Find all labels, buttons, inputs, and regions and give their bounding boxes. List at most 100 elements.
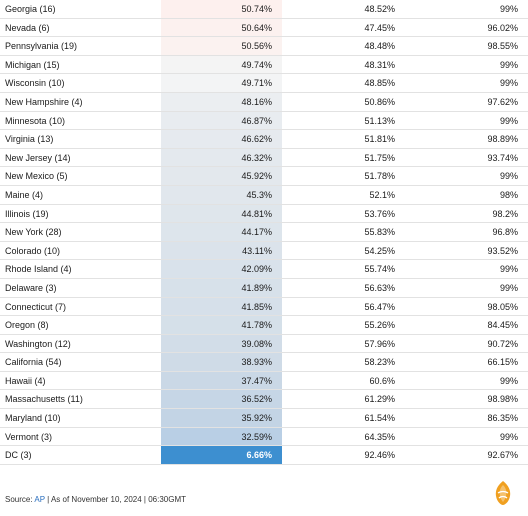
state-name: New Jersey (14) — [5, 152, 71, 163]
table-row: Wisconsin (10) 49.71% 48.85% 99% — [0, 74, 528, 93]
reporting-cell: 96.02% — [487, 22, 518, 33]
table-row: Oregon (8) 41.78% 55.26% 84.45% — [0, 316, 528, 335]
vote-share-cell-2: 47.45% — [364, 22, 395, 33]
reporting-cell: 92.67% — [487, 450, 518, 461]
table-row: Virginia (13) 46.62% 51.81% 98.89% — [0, 130, 528, 149]
vote-share-cell-2: 52.1% — [369, 189, 395, 200]
vote-share-cell: 44.17% — [161, 223, 282, 241]
source-footer: Source: AP | As of November 10, 2024 | 0… — [5, 495, 186, 504]
reporting-cell: 98.55% — [487, 41, 518, 52]
state-name: New Hampshire (4) — [5, 96, 83, 107]
vote-share-cell-2: 51.78% — [364, 171, 395, 182]
source-label: Source: — [5, 495, 35, 504]
vote-share-cell: 38.93% — [161, 353, 282, 371]
reporting-cell: 99% — [499, 115, 518, 126]
state-name: Connecticut (7) — [5, 301, 67, 312]
vote-share-cell-2: 48.52% — [364, 4, 395, 14]
state-name: Illinois (19) — [5, 208, 49, 219]
state-name: Georgia (16) — [5, 4, 56, 14]
table-row: Vermont (3) 32.59% 64.35% 99% — [0, 427, 528, 447]
table-row: Pennsylvania (19) 50.56% 48.48% 98.55% — [0, 37, 528, 56]
vote-share-cell-2: 61.29% — [364, 394, 395, 405]
vote-share-cell: 41.85% — [161, 297, 282, 316]
vote-share-cell-2: 51.75% — [364, 152, 395, 163]
table-row: Maryland (10) 35.92% 61.54% 86.35% — [0, 409, 528, 428]
vote-share-cell: 42.09% — [161, 260, 282, 278]
table-row: Michigan (15) 49.74% 48.31% 99% — [0, 55, 528, 75]
vote-share-cell: 49.71% — [161, 74, 282, 92]
reporting-cell: 93.52% — [487, 245, 518, 256]
vote-share-cell-2: 48.85% — [364, 78, 395, 89]
table-row: Minnesota (10) 46.87% 51.13% 99% — [0, 111, 528, 131]
state-name: Rhode Island (4) — [5, 264, 72, 275]
reporting-cell: 98.05% — [487, 301, 518, 312]
vote-share-cell-2: 56.47% — [364, 301, 395, 312]
state-name: Minnesota (10) — [5, 115, 66, 126]
vote-share-cell-2: 50.86% — [364, 96, 395, 107]
table-row: Nevada (6) 50.64% 47.45% 96.02% — [0, 18, 528, 38]
table-row: DC (3) 6.66% 92.46% 92.67% — [0, 446, 528, 465]
vote-share-cell: 35.92% — [161, 409, 282, 427]
vote-share-cell: 43.11% — [161, 241, 282, 260]
vote-share-cell: 41.78% — [161, 316, 282, 334]
vote-share-cell: 32.59% — [161, 427, 282, 446]
reporting-cell: 98.98% — [487, 394, 518, 405]
al-jazeera-logo-icon — [495, 481, 511, 505]
state-name: Virginia (13) — [5, 134, 54, 145]
reporting-cell: 98.89% — [487, 134, 518, 145]
table-row: Georgia (16) 50.74% 48.52% 99% — [0, 0, 528, 19]
reporting-cell: 99% — [499, 4, 518, 14]
table-row: Delaware (3) 41.89% 56.63% 99% — [0, 278, 528, 298]
vote-share-cell: 48.16% — [161, 92, 282, 111]
results-table: Georgia (16) 50.74% 48.52% 99% Nevada (6) 50.… — [0, 0, 528, 465]
state-name: Delaware (3) — [5, 282, 57, 293]
reporting-cell: 98.2% — [492, 208, 518, 219]
state-name: Michigan (15) — [5, 59, 60, 70]
vote-share-cell-2: 48.31% — [364, 59, 395, 70]
table-row: Connecticut (7) 41.85% 56.47% 98.05% — [0, 297, 528, 317]
reporting-cell: 98% — [499, 189, 518, 200]
vote-share-cell: 45.3% — [161, 185, 282, 204]
table-row: New Hampshire (4) 48.16% 50.86% 97.62% — [0, 92, 528, 112]
table-row: Massachusetts (11) 36.52% 61.29% 98.98% — [0, 390, 528, 410]
state-name: Maryland (10) — [5, 413, 61, 424]
reporting-cell: 99% — [499, 59, 518, 70]
state-name: Nevada (6) — [5, 22, 50, 33]
state-name: Vermont (3) — [5, 431, 53, 442]
vote-share-cell-2: 53.76% — [364, 208, 395, 219]
vote-share-cell: 6.66% — [161, 446, 282, 464]
reporting-cell: 96.8% — [492, 227, 518, 238]
state-name: Hawaii (4) — [5, 375, 46, 386]
vote-share-cell: 39.08% — [161, 334, 282, 353]
table-row: Washington (12) 39.08% 57.96% 90.72% — [0, 334, 528, 354]
state-name: Washington (12) — [5, 338, 71, 349]
table-row: New Jersey (14) 46.32% 51.75% 93.74% — [0, 148, 528, 168]
vote-share-cell-2: 51.81% — [364, 134, 395, 145]
table-row: Maine (4) 45.3% 52.1% 98% — [0, 185, 528, 205]
reporting-cell: 99% — [499, 431, 518, 442]
vote-share-cell-2: 61.54% — [364, 413, 395, 424]
state-name: New York (28) — [5, 227, 62, 238]
reporting-cell: 90.72% — [487, 338, 518, 349]
vote-share-cell-2: 55.26% — [364, 320, 395, 331]
table-row: Rhode Island (4) 42.09% 55.74% 99% — [0, 260, 528, 279]
reporting-cell: 99% — [499, 282, 518, 293]
state-name: New Mexico (5) — [5, 171, 68, 182]
reporting-cell: 84.45% — [487, 320, 518, 331]
vote-share-cell: 41.89% — [161, 278, 282, 297]
vote-share-cell: 50.64% — [161, 18, 282, 37]
table-row: New Mexico (5) 45.92% 51.78% 99% — [0, 167, 528, 186]
table-row: Hawaii (4) 37.47% 60.6% 99% — [0, 371, 528, 391]
vote-share-cell: 49.74% — [161, 55, 282, 74]
state-name: Massachusetts (11) — [5, 394, 83, 405]
table-row: Colorado (10) 43.11% 54.25% 93.52% — [0, 241, 528, 261]
reporting-cell: 93.74% — [487, 152, 518, 163]
vote-share-cell: 50.74% — [161, 0, 282, 18]
state-name: Oregon (8) — [5, 320, 49, 331]
vote-share-cell: 45.92% — [161, 167, 282, 185]
vote-share-cell-2: 57.96% — [364, 338, 395, 349]
vote-share-cell: 46.62% — [161, 130, 282, 148]
vote-share-cell-2: 54.25% — [364, 245, 395, 256]
state-name: Pennsylvania (19) — [5, 41, 78, 52]
source-link[interactable]: AP — [34, 495, 45, 504]
